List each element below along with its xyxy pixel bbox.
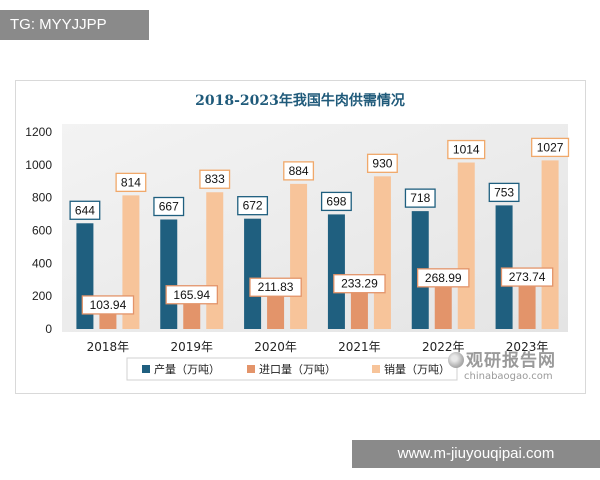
bar xyxy=(267,294,285,329)
data-label: 1014 xyxy=(453,143,480,157)
data-label-box xyxy=(531,137,570,158)
bar xyxy=(457,162,475,329)
data-label-box xyxy=(500,267,554,287)
x-tick-label: 2023年 xyxy=(506,340,549,354)
data-label-box xyxy=(416,268,470,288)
data-label: 753 xyxy=(494,185,514,199)
x-tick-label: 2022年 xyxy=(422,340,465,354)
legend-label: 产量（万吨） xyxy=(154,362,220,376)
chart-title: 2018-2023年我国牛肉供需情况 xyxy=(195,93,405,109)
data-label: 884 xyxy=(289,164,309,178)
legend-swatch xyxy=(372,365,380,373)
watermark-en: chinabaogao.com xyxy=(464,371,553,382)
legend-swatch xyxy=(247,365,255,373)
data-label: 644 xyxy=(75,203,95,217)
legend-box xyxy=(126,357,458,381)
data-label: 273.74 xyxy=(509,270,546,284)
tg-badge: TG: MYYJJPP xyxy=(0,10,149,40)
data-label: 698 xyxy=(326,194,346,208)
data-label: 667 xyxy=(159,200,179,214)
bar xyxy=(373,176,391,329)
data-label-box xyxy=(447,139,486,160)
bar xyxy=(495,205,513,329)
bar xyxy=(206,192,224,329)
data-label-box xyxy=(283,161,315,181)
bar xyxy=(290,183,308,329)
data-label-box xyxy=(333,274,386,294)
data-label: 672 xyxy=(243,199,263,213)
data-label: 268.99 xyxy=(425,271,462,285)
watermark: 观研报告网 chinabaogao.com xyxy=(448,346,556,382)
data-label: 833 xyxy=(205,172,225,186)
y-tick-label: 600 xyxy=(32,224,52,238)
data-label: 233.29 xyxy=(341,277,378,291)
bar xyxy=(350,290,368,329)
bar xyxy=(327,214,345,329)
x-tick-label: 2019年 xyxy=(170,340,213,354)
bar xyxy=(183,301,201,329)
x-tick-label: 2020年 xyxy=(254,340,297,354)
bar xyxy=(541,160,559,329)
x-tick-label: 2018年 xyxy=(87,340,130,354)
data-label-box xyxy=(366,153,398,173)
legend-swatch xyxy=(142,365,150,373)
x-tick-label: 2021年 xyxy=(338,340,381,354)
data-label: 718 xyxy=(410,191,430,205)
legend-label: 销量（万吨） xyxy=(384,362,450,376)
data-label-box xyxy=(199,169,231,189)
y-tick-label: 800 xyxy=(32,191,52,205)
data-label-box xyxy=(249,277,302,297)
watermark-logo-icon xyxy=(448,352,464,368)
bar xyxy=(244,218,262,329)
y-tick-label: 400 xyxy=(32,256,52,270)
legend-label: 进口量（万吨） xyxy=(259,363,336,376)
data-label-box xyxy=(320,191,352,212)
bar xyxy=(434,284,452,329)
data-label-box xyxy=(69,200,101,220)
data-label: 814 xyxy=(121,175,141,189)
data-label-box xyxy=(237,196,269,216)
y-tick-label: 200 xyxy=(32,289,52,303)
data-label-box xyxy=(115,172,147,193)
data-label-box xyxy=(165,285,218,305)
bar xyxy=(99,311,117,329)
data-label: 211.83 xyxy=(258,280,294,294)
y-tick-label: 0 xyxy=(45,322,52,336)
y-tick-label: 1000 xyxy=(25,158,52,172)
data-label: 165.94 xyxy=(173,288,210,302)
data-label-box xyxy=(404,188,436,208)
data-label: 103.94 xyxy=(90,298,127,312)
y-tick-label: 1200 xyxy=(25,125,52,139)
watermark-cn: 观研报告网 xyxy=(466,351,556,371)
data-label-box xyxy=(81,295,135,315)
data-label-box xyxy=(153,196,185,217)
bar xyxy=(160,219,178,329)
data-label: 1027 xyxy=(537,140,564,154)
bar xyxy=(518,284,536,329)
data-label-box xyxy=(488,182,520,203)
url-badge: www.m-jiuyouqipai.com xyxy=(352,440,600,468)
data-label: 930 xyxy=(372,156,392,170)
